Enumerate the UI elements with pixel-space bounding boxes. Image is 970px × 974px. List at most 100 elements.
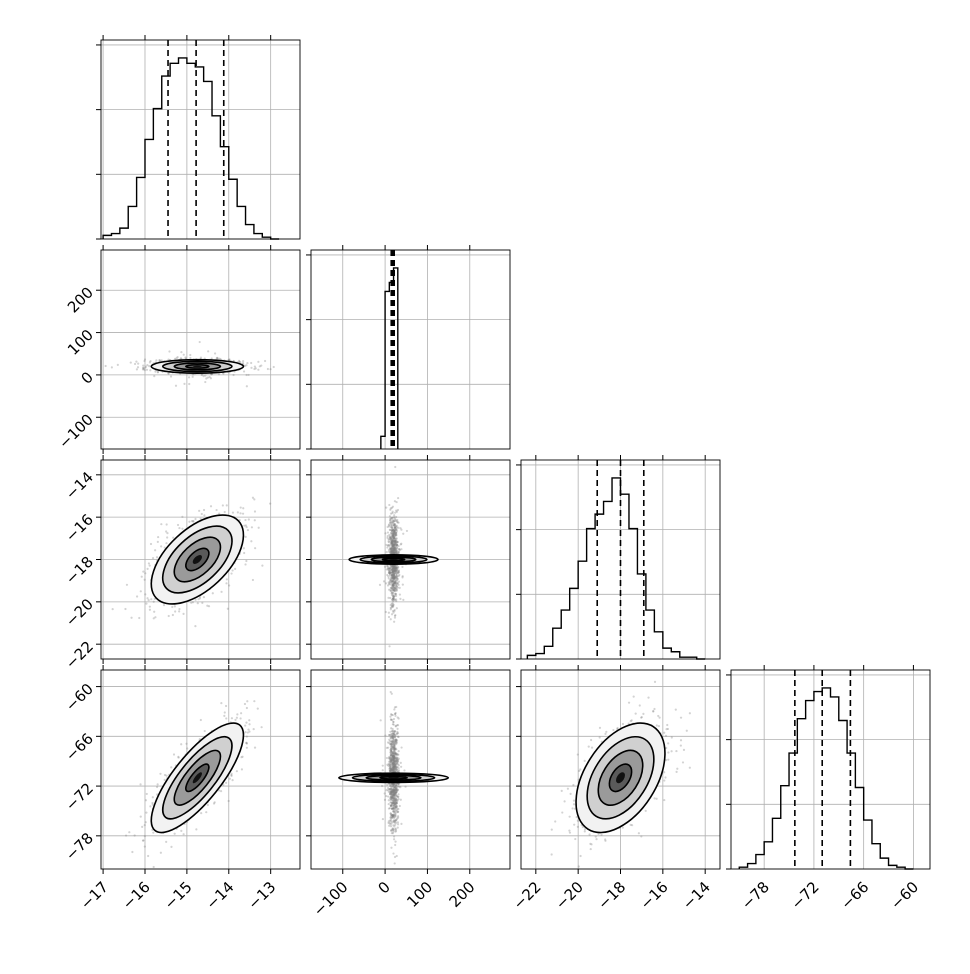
scatter-point: [197, 598, 199, 600]
scatter-point: [569, 832, 571, 834]
scatter-point: [220, 591, 222, 593]
scatter-point: [153, 375, 155, 377]
scatter-point: [387, 538, 389, 540]
scatter-point: [225, 782, 227, 784]
scatter-point: [148, 365, 150, 367]
scatter-point: [178, 610, 180, 612]
scatter-point: [164, 779, 166, 781]
scatter-point: [395, 516, 397, 518]
scatter-point: [144, 845, 146, 847]
scatter-point: [394, 824, 396, 826]
scatter-point: [653, 797, 655, 799]
scatter-point: [170, 846, 172, 848]
scatter-point: [174, 610, 176, 612]
histogram-panel-3: [726, 665, 930, 869]
scatter-point: [205, 811, 207, 813]
scatter-point: [394, 523, 396, 525]
scatter-point: [236, 770, 238, 772]
histogram-panel-1: [306, 245, 510, 449]
scatter-point: [201, 513, 203, 515]
panel-background: [731, 670, 930, 869]
scatter-point: [399, 786, 401, 788]
panel-background: [101, 250, 300, 449]
scatter-point: [395, 802, 397, 804]
scatter-point: [394, 862, 396, 864]
scatter-point: [401, 566, 403, 568]
scatter-point: [396, 546, 398, 548]
scatter-point: [153, 601, 155, 603]
scatter-point: [258, 527, 260, 529]
panel-background: [101, 40, 300, 239]
scatter-point: [390, 805, 392, 807]
scatter-point: [394, 534, 396, 536]
scatter-point: [397, 823, 399, 825]
scatter-point: [397, 785, 399, 787]
scatter-point: [399, 593, 401, 595]
scatter-point: [394, 844, 396, 846]
scatter-point: [399, 527, 401, 529]
scatter-point: [391, 569, 393, 571]
scatter-point: [389, 731, 391, 733]
scatter-point: [183, 833, 185, 835]
scatter-point: [145, 821, 147, 823]
scatter-point: [391, 786, 393, 788]
scatter-point: [203, 596, 205, 598]
scatter-point: [145, 799, 147, 801]
scatter-point: [394, 734, 396, 736]
scatter-point: [397, 796, 399, 798]
scatter-point: [244, 725, 246, 727]
scatter-point: [665, 735, 667, 737]
scatter-point: [395, 740, 397, 742]
scatter-point: [591, 747, 593, 749]
scatter-point: [389, 770, 391, 772]
scatter-point: [197, 602, 199, 604]
scatter-point: [195, 828, 197, 830]
scatter-point: [253, 498, 255, 500]
scatter-point: [243, 525, 245, 527]
scatter-point: [137, 363, 139, 365]
scatter-point: [246, 526, 248, 528]
scatter-point: [394, 595, 396, 597]
scatter-point: [269, 502, 271, 504]
scatter-point: [147, 568, 149, 570]
scatter-point: [397, 821, 399, 823]
scatter-point: [395, 764, 397, 766]
scatter-point: [144, 593, 146, 595]
scatter-point: [253, 368, 255, 370]
scatter-point: [181, 528, 183, 530]
scatter-point: [394, 526, 396, 528]
scatter-point: [194, 518, 196, 520]
scatter-point: [390, 825, 392, 827]
scatter-point: [220, 790, 222, 792]
scatter-point: [395, 828, 397, 830]
scatter-point: [382, 769, 384, 771]
scatter-point: [188, 521, 190, 523]
scatter-point: [209, 376, 211, 378]
scatter-point: [384, 792, 386, 794]
scatter-point: [204, 730, 206, 732]
scatter-point: [392, 831, 394, 833]
scatter-point: [236, 717, 238, 719]
scatter-point: [391, 536, 393, 538]
scatter-point: [224, 711, 226, 713]
scatter-point: [165, 542, 167, 544]
scatter-point: [177, 524, 179, 526]
scatter-point: [149, 609, 151, 611]
scatter-point: [395, 572, 397, 574]
scatter-point: [136, 595, 138, 597]
scatter-point: [245, 560, 247, 562]
scatter-point: [388, 577, 390, 579]
scatter-point: [392, 506, 394, 508]
pair-panel-2-0: [96, 455, 300, 664]
scatter-point: [230, 775, 232, 777]
scatter-point: [210, 505, 212, 507]
scatter-point: [388, 763, 390, 765]
scatter-point: [392, 602, 394, 604]
scatter-point: [254, 510, 256, 512]
scatter-point: [148, 562, 150, 564]
scatter-point: [153, 611, 155, 613]
density-shade: [389, 559, 398, 560]
scatter-point: [181, 516, 183, 518]
scatter-point: [390, 727, 392, 729]
